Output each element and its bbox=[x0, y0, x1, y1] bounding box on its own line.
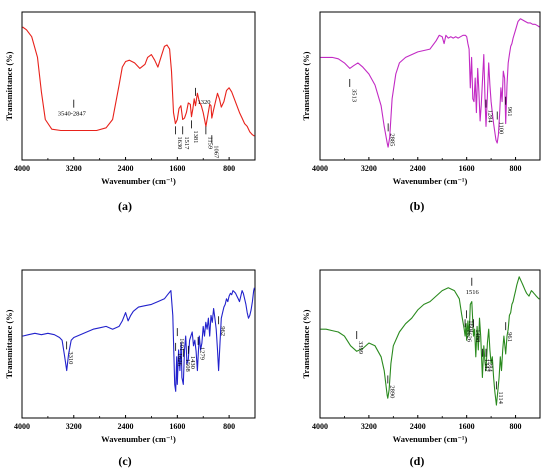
x-tick-label: 800 bbox=[223, 422, 235, 431]
x-tick-label: 3200 bbox=[361, 164, 377, 173]
x-tick-label: 2400 bbox=[410, 164, 426, 173]
peak-label: 1601 bbox=[467, 320, 474, 333]
x-tick-label: 3200 bbox=[66, 164, 82, 173]
peak-label: 1284 bbox=[486, 110, 493, 124]
peak-label: 1508 bbox=[184, 359, 191, 372]
x-tick-label: 1600 bbox=[169, 422, 185, 431]
peak-label: 3399 bbox=[357, 341, 364, 354]
panel-label: (a) bbox=[118, 199, 132, 213]
x-axis-label: Wavenumber (cm⁻¹) bbox=[101, 434, 176, 444]
x-tick-label: 4000 bbox=[312, 164, 328, 173]
plot-frame bbox=[21, 11, 256, 161]
spectrum-line-1 bbox=[320, 276, 540, 406]
peak-label: 1100 bbox=[498, 122, 505, 135]
peak-label: 3540-2847 bbox=[58, 111, 87, 118]
peak-label: 1381 bbox=[192, 130, 199, 143]
peak-label: 1159 bbox=[206, 136, 213, 149]
x-tick-label: 2400 bbox=[118, 164, 134, 173]
x-tick-label: 4000 bbox=[312, 422, 328, 431]
y-axis-label: Transmittance (%) bbox=[301, 309, 311, 378]
plot-frame bbox=[319, 11, 541, 161]
peak-label: 3310 bbox=[67, 351, 74, 364]
x-tick-label: 4000 bbox=[14, 164, 30, 173]
peak-label: 3513 bbox=[350, 89, 357, 102]
x-tick-label: 3200 bbox=[66, 422, 82, 431]
peak-label: 1630 bbox=[176, 136, 183, 149]
peak-label: 2890 bbox=[388, 385, 395, 398]
spectrum-line-1 bbox=[22, 287, 255, 392]
x-tick-label: 800 bbox=[510, 164, 522, 173]
peak-label: 1067 bbox=[212, 145, 219, 159]
peak-label: 1114 bbox=[497, 391, 504, 404]
x-axis-label: Wavenumber (cm⁻¹) bbox=[393, 434, 468, 444]
y-axis-label: Transmittance (%) bbox=[4, 51, 14, 120]
peak-label: 961 bbox=[506, 332, 513, 342]
peak-label: 1320 bbox=[197, 99, 210, 106]
peak-label: 1430 bbox=[189, 356, 196, 369]
plot-frame bbox=[21, 269, 256, 419]
x-tick-label: 1600 bbox=[459, 164, 475, 173]
x-tick-label: 4000 bbox=[14, 422, 30, 431]
peak-label: 1626 bbox=[466, 329, 473, 343]
peak-label: 1517 bbox=[183, 136, 190, 150]
x-tick-label: 800 bbox=[510, 422, 522, 431]
peak-label: 961 bbox=[506, 107, 513, 117]
panel-label: (b) bbox=[410, 199, 425, 213]
peak-label: 1284 bbox=[486, 359, 493, 373]
spectrum-line-1 bbox=[22, 26, 255, 137]
peak-label: 2885 bbox=[389, 133, 396, 146]
peak-label: 1342 bbox=[483, 359, 490, 372]
panel-label: (d) bbox=[410, 454, 425, 468]
x-axis-label: Wavenumber (cm⁻¹) bbox=[101, 176, 176, 186]
x-axis-label: Wavenumber (cm⁻¹) bbox=[393, 176, 468, 186]
peak-label: 1488 bbox=[474, 329, 481, 342]
peak-label: 1516 bbox=[466, 289, 480, 296]
peak-label: 962 bbox=[219, 326, 226, 336]
y-axis-label: Transmittance (%) bbox=[301, 51, 311, 120]
x-tick-label: 2400 bbox=[410, 422, 426, 431]
chart-panel-1: 4000 3200 2400 1600 800 3540-2847 1630 1517 1381… bbox=[4, 11, 256, 213]
x-tick-label: 3200 bbox=[361, 422, 377, 431]
y-axis-label: Transmittance (%) bbox=[4, 309, 14, 378]
plot-frame bbox=[319, 269, 541, 419]
x-tick-label: 800 bbox=[223, 164, 235, 173]
x-tick-label: 1600 bbox=[169, 164, 185, 173]
peak-label: 1626 bbox=[176, 353, 183, 367]
x-tick-label: 2400 bbox=[118, 422, 134, 431]
panel-label: (c) bbox=[118, 454, 131, 468]
peak-label: 1279 bbox=[199, 347, 206, 360]
x-tick-label: 1600 bbox=[459, 422, 475, 431]
spectrum-line-1 bbox=[320, 18, 540, 148]
chart-panel-3: 4000 3200 2400 1600 800 3310 1626 1601 150814301… bbox=[4, 269, 256, 468]
peak-label: 1601 bbox=[178, 338, 185, 351]
